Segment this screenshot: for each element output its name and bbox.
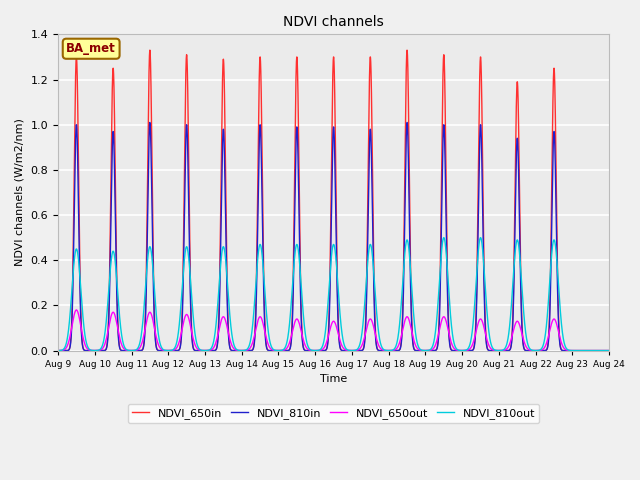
NDVI_810out	[410, 311, 417, 316]
NDVI_650out	[172, 346, 180, 351]
NDVI_650in	[166, 348, 174, 353]
NDVI_810out	[488, 344, 496, 349]
NDVI_810in	[172, 348, 180, 353]
NDVI_650out	[604, 348, 611, 353]
NDVI_810in	[488, 348, 496, 353]
NDVI_650in	[605, 348, 613, 353]
Line: NDVI_650out: NDVI_650out	[58, 310, 609, 350]
NDVI_650in	[410, 344, 417, 350]
NDVI_650in	[260, 303, 268, 309]
NDVI_650in	[604, 348, 611, 353]
NDVI_810in	[604, 348, 611, 353]
X-axis label: Time: Time	[320, 374, 348, 384]
NDVI_810in	[146, 120, 154, 125]
NDVI_810out	[260, 280, 268, 286]
Line: NDVI_810in: NDVI_810in	[58, 122, 609, 350]
NDVI_650out	[260, 326, 268, 332]
NDVI_650in	[146, 47, 154, 53]
Title: NDVI channels: NDVI channels	[284, 15, 384, 29]
NDVI_810out	[54, 348, 62, 353]
NDVI_810in	[410, 345, 417, 351]
NDVI_810out	[605, 348, 613, 353]
NDVI_650out	[410, 336, 417, 342]
NDVI_650in	[172, 348, 180, 353]
NDVI_650out	[488, 347, 496, 352]
NDVI_810in	[605, 348, 613, 353]
Y-axis label: NDVI channels (W/m2/nm): NDVI channels (W/m2/nm)	[15, 119, 25, 266]
NDVI_650in	[488, 348, 496, 353]
NDVI_810in	[54, 348, 62, 353]
NDVI_650out	[605, 348, 613, 353]
Line: NDVI_650in: NDVI_650in	[58, 50, 609, 350]
Line: NDVI_810out: NDVI_810out	[58, 238, 609, 350]
NDVI_810out	[604, 348, 611, 353]
NDVI_810out	[477, 235, 484, 240]
NDVI_650out	[166, 348, 174, 353]
NDVI_810in	[166, 348, 174, 353]
Legend: NDVI_650in, NDVI_810in, NDVI_650out, NDVI_810out: NDVI_650in, NDVI_810in, NDVI_650out, NDV…	[128, 404, 540, 423]
NDVI_650out	[54, 348, 62, 353]
NDVI_810out	[172, 342, 180, 348]
Text: BA_met: BA_met	[67, 42, 116, 55]
NDVI_810in	[260, 314, 268, 320]
NDVI_650in	[54, 348, 62, 353]
NDVI_810out	[166, 348, 174, 353]
NDVI_650out	[72, 307, 80, 313]
